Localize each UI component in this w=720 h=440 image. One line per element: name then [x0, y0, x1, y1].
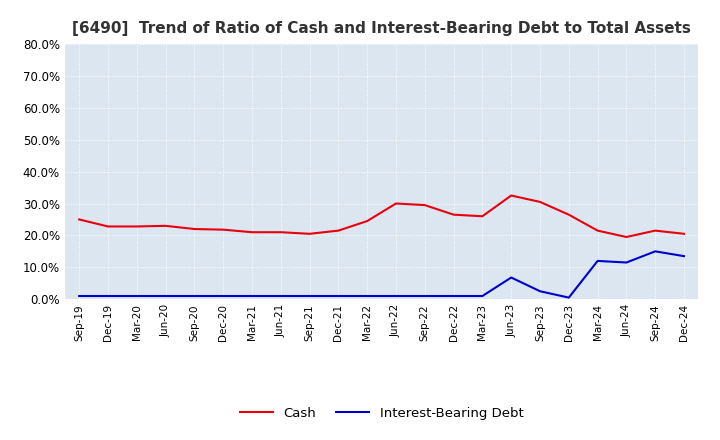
Cash [420, 202, 429, 208]
Cash [564, 212, 573, 217]
Interest-Bearing Debt [507, 275, 516, 280]
Interest-Bearing Debt [680, 253, 688, 259]
Cash [651, 228, 660, 233]
Interest-Bearing Debt [276, 293, 285, 299]
Cash [305, 231, 314, 236]
Interest-Bearing Debt [536, 289, 544, 294]
Cash [276, 230, 285, 235]
Interest-Bearing Debt [132, 293, 141, 299]
Interest-Bearing Debt [651, 249, 660, 254]
Cash [392, 201, 400, 206]
Legend: Cash, Interest-Bearing Debt: Cash, Interest-Bearing Debt [235, 402, 528, 425]
Interest-Bearing Debt [104, 293, 112, 299]
Line: Cash: Cash [79, 195, 684, 237]
Interest-Bearing Debt [248, 293, 256, 299]
Interest-Bearing Debt [190, 293, 199, 299]
Title: [6490]  Trend of Ratio of Cash and Interest-Bearing Debt to Total Assets: [6490] Trend of Ratio of Cash and Intere… [72, 21, 691, 36]
Cash [622, 235, 631, 240]
Cash [161, 223, 170, 228]
Line: Interest-Bearing Debt: Interest-Bearing Debt [79, 251, 684, 297]
Interest-Bearing Debt [161, 293, 170, 299]
Cash [536, 199, 544, 205]
Cash [190, 226, 199, 231]
Interest-Bearing Debt [219, 293, 228, 299]
Cash [593, 228, 602, 233]
Interest-Bearing Debt [449, 293, 458, 299]
Interest-Bearing Debt [363, 293, 372, 299]
Cash [248, 230, 256, 235]
Cash [104, 224, 112, 229]
Interest-Bearing Debt [75, 293, 84, 299]
Cash [449, 212, 458, 217]
Cash [75, 217, 84, 222]
Cash [507, 193, 516, 198]
Cash [132, 224, 141, 229]
Cash [478, 214, 487, 219]
Interest-Bearing Debt [622, 260, 631, 265]
Interest-Bearing Debt [305, 293, 314, 299]
Cash [219, 227, 228, 232]
Cash [363, 218, 372, 224]
Interest-Bearing Debt [478, 293, 487, 299]
Interest-Bearing Debt [593, 258, 602, 264]
Interest-Bearing Debt [564, 295, 573, 300]
Interest-Bearing Debt [392, 293, 400, 299]
Interest-Bearing Debt [334, 293, 343, 299]
Interest-Bearing Debt [420, 293, 429, 299]
Cash [334, 228, 343, 233]
Cash [680, 231, 688, 236]
